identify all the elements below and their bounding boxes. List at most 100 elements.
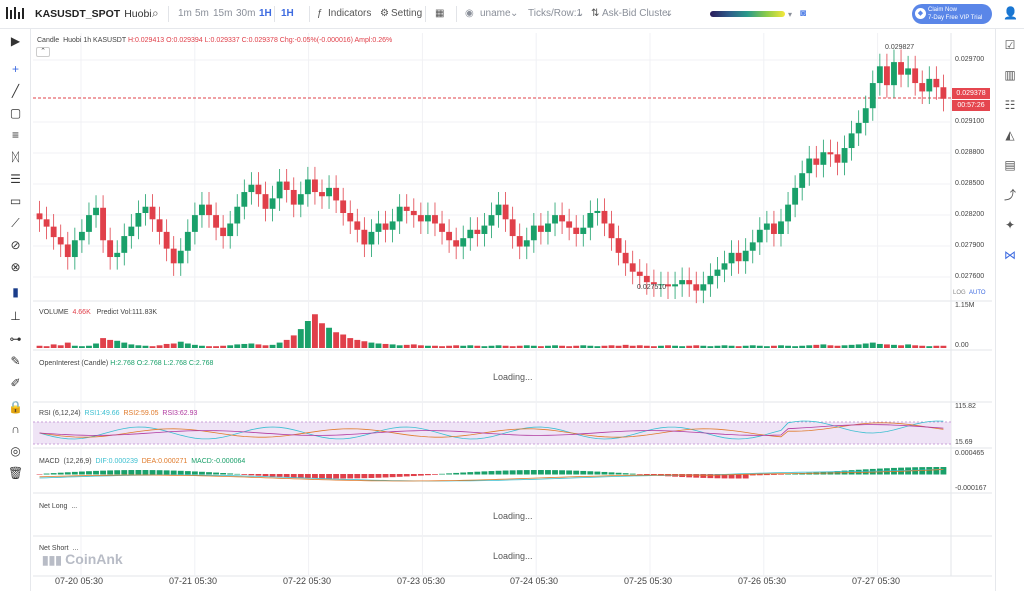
candle-body bbox=[700, 284, 707, 291]
lock-icon[interactable]: 🔒 bbox=[8, 400, 23, 414]
volume-bar bbox=[213, 346, 219, 348]
volume-bar bbox=[347, 338, 354, 348]
line-tool-icon[interactable]: ⊶ bbox=[9, 332, 22, 346]
search-icon[interactable]: ⌕ bbox=[152, 6, 159, 20]
eye-visibility-icon[interactable]: ◎ bbox=[10, 444, 21, 458]
document-icon[interactable]: ▤ bbox=[1004, 158, 1016, 172]
volume-bar bbox=[933, 345, 940, 348]
chart-canvas[interactable] bbox=[33, 33, 992, 591]
macd-histogram-bar bbox=[403, 474, 410, 477]
volume-bar bbox=[495, 345, 502, 348]
sparkle-icon[interactable]: ✦ bbox=[1004, 218, 1016, 232]
volume-bar bbox=[432, 345, 438, 348]
volume-bar bbox=[283, 339, 290, 348]
rectangle-icon[interactable]: ▢ bbox=[9, 106, 22, 120]
indicators-button[interactable]: Indicators bbox=[328, 8, 372, 19]
user-icon[interactable]: 👤 bbox=[1003, 6, 1018, 20]
collapse-legend-button[interactable]: ⌃ bbox=[36, 47, 50, 57]
auto-toggle[interactable]: AUTO bbox=[969, 290, 986, 296]
volume-bar bbox=[771, 345, 777, 348]
magnet-icon[interactable]: ⊘ bbox=[10, 238, 21, 252]
macd-histogram-bar bbox=[100, 470, 107, 475]
candle-body bbox=[862, 108, 869, 123]
parallel-lines-icon[interactable]: ≡ bbox=[11, 128, 19, 142]
ticks-per-row-dropdown[interactable]: Ticks/Row:1 bbox=[528, 8, 583, 19]
macd-histogram-bar bbox=[552, 470, 558, 475]
volume-bar bbox=[827, 345, 834, 348]
candle-body bbox=[827, 152, 834, 155]
candle-body bbox=[368, 231, 375, 245]
trend-icon[interactable]: ⤴ bbox=[1003, 188, 1016, 202]
interval-1h[interactable]: 1H bbox=[259, 8, 272, 19]
bar-chart-icon[interactable]: ▮ bbox=[12, 285, 19, 299]
measure-icon[interactable]: ⊥ bbox=[10, 309, 21, 323]
trend-line-icon[interactable]: ╱ bbox=[11, 84, 20, 98]
eraser-icon[interactable]: ✐ bbox=[10, 376, 21, 390]
volume-bar bbox=[241, 343, 248, 348]
candle-body bbox=[206, 204, 212, 216]
share-icon[interactable]: ⋈ bbox=[1004, 248, 1016, 262]
color-scale-dropdown-icon[interactable]: ▾ bbox=[788, 10, 793, 19]
volume-bar bbox=[424, 345, 431, 348]
candle-body bbox=[220, 227, 227, 237]
macd-histogram-bar bbox=[241, 474, 248, 475]
layout-grid-icon[interactable]: ▦ bbox=[435, 8, 445, 19]
candle-body bbox=[495, 204, 502, 216]
interval-15m[interactable]: 15m bbox=[213, 8, 233, 19]
macd-histogram-bar bbox=[530, 470, 537, 475]
interval-dropdown[interactable]: 1H bbox=[281, 8, 294, 19]
volume-bar bbox=[672, 345, 678, 348]
interval-1m[interactable]: 1m bbox=[178, 8, 192, 19]
volume-bar bbox=[650, 346, 657, 348]
comment-icon[interactable]: ▭ bbox=[9, 194, 22, 208]
volume-bar bbox=[170, 343, 177, 348]
fib-icon[interactable]: ☰ bbox=[10, 172, 21, 186]
gear-icon: ⚙ bbox=[380, 8, 389, 19]
magnet-snap-icon[interactable]: ∩ bbox=[11, 422, 20, 436]
interval-5m[interactable]: 5m bbox=[195, 8, 209, 19]
trash-icon[interactable]: 🗑 bbox=[8, 466, 24, 480]
camera-icon[interactable]: ◙ bbox=[800, 8, 807, 19]
bar-stats-icon[interactable]: ▥ bbox=[1004, 68, 1016, 82]
interval-30m[interactable]: 30m bbox=[236, 8, 256, 19]
ask-bid-cluster-dropdown[interactable]: Ask-Bid Cluster bbox=[602, 8, 671, 19]
uname-dropdown[interactable]: uname bbox=[480, 8, 511, 19]
candle-body bbox=[933, 78, 940, 88]
list-icon[interactable]: ☷ bbox=[1004, 98, 1016, 112]
volume-axis-top: 1.15M bbox=[955, 302, 975, 309]
volume-bar bbox=[36, 345, 43, 348]
candle-body bbox=[721, 263, 728, 270]
app-logo-icon[interactable] bbox=[6, 6, 24, 20]
vip-trial-button[interactable]: ◆ Claim Now 7-Day Free VIP Trial bbox=[912, 4, 992, 24]
x-tick: 07-22 05:30 bbox=[283, 576, 332, 586]
x-tick: 07-23 05:30 bbox=[397, 576, 446, 586]
area-chart-icon[interactable]: ◭ bbox=[1005, 128, 1015, 142]
symbol-selector[interactable]: KASUSDT_SPOT Huobi bbox=[35, 8, 152, 20]
log-toggle[interactable]: LOG bbox=[953, 290, 966, 296]
play-icon[interactable]: ▶ bbox=[10, 34, 21, 48]
setting-button[interactable]: Setting bbox=[391, 8, 423, 19]
candle-body bbox=[643, 275, 650, 283]
pen-icon[interactable]: ✎ bbox=[10, 354, 21, 368]
brush-icon[interactable]: ⊗ bbox=[10, 260, 21, 274]
heatmap-color-scale[interactable] bbox=[710, 11, 785, 17]
candle-body bbox=[184, 231, 191, 251]
macd-histogram-bar bbox=[43, 473, 50, 475]
chart-check-icon[interactable]: ☑ bbox=[1004, 38, 1016, 52]
pattern-icon[interactable]: ᛞ bbox=[11, 150, 20, 164]
macd-histogram-bar bbox=[114, 470, 121, 475]
macd-histogram-bar bbox=[71, 471, 78, 475]
volume-bar bbox=[439, 346, 445, 348]
oi-legend: OpenInterest (Candle) H:2.768 O:2.768 L:… bbox=[39, 360, 214, 367]
volume-bar bbox=[474, 345, 481, 348]
volume-bar bbox=[813, 344, 820, 348]
macd-histogram-bar bbox=[199, 471, 205, 475]
volume-bar bbox=[368, 342, 375, 348]
crosshair-icon[interactable]: + bbox=[11, 62, 19, 76]
macd-histogram-bar bbox=[206, 472, 212, 475]
ruler-icon[interactable]: ⟋ bbox=[11, 216, 20, 230]
volume-bar bbox=[926, 346, 933, 348]
macd-histogram-bar bbox=[382, 474, 389, 478]
candle-body bbox=[227, 223, 234, 237]
macd-histogram-bar bbox=[700, 474, 707, 478]
